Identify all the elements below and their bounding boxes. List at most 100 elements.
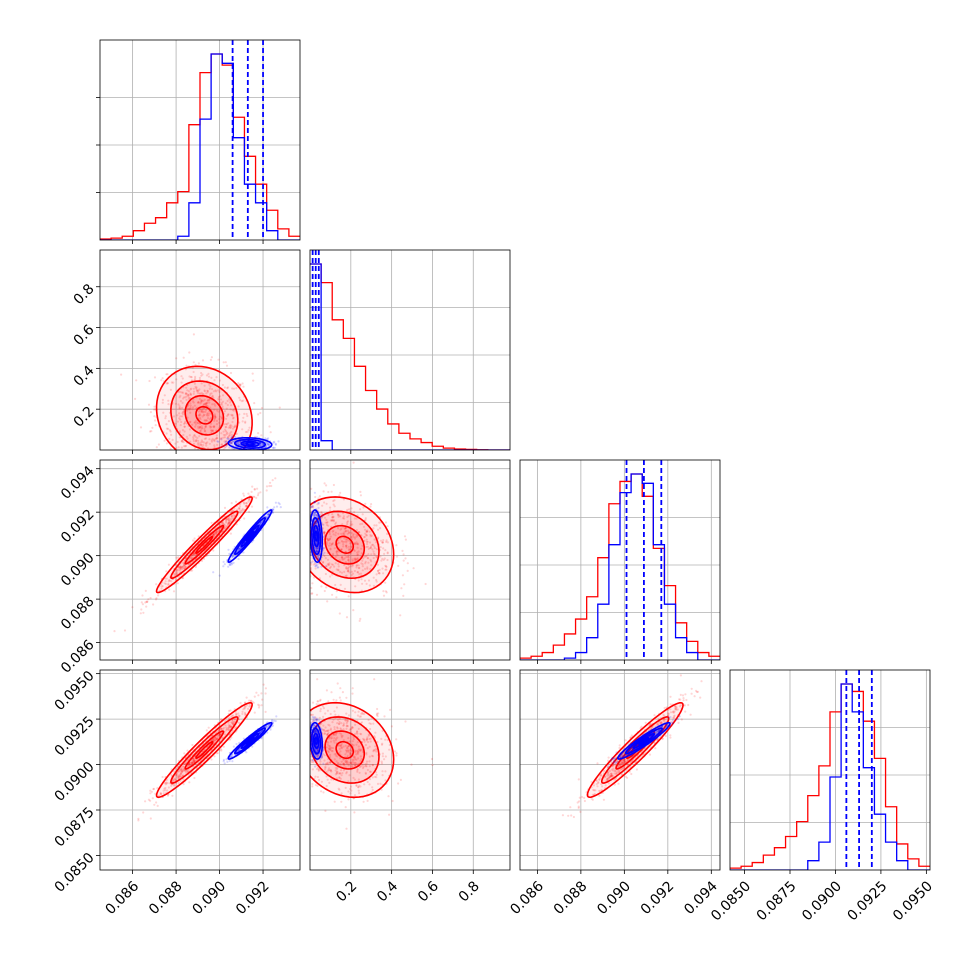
scatter-point [238, 384, 241, 387]
scatter-point [218, 728, 221, 731]
scatter-point [332, 516, 335, 519]
scatter-point [242, 494, 246, 497]
scatter-point [238, 741, 241, 745]
scatter-point [200, 559, 204, 563]
scatter-point [316, 516, 319, 519]
scatter-point [212, 533, 215, 536]
scatter-point [341, 540, 344, 544]
scatter-point [272, 446, 275, 450]
scatter-point [149, 799, 152, 802]
scatter-point [225, 520, 228, 523]
scatter-point [192, 760, 195, 763]
scatter-point [322, 553, 325, 556]
scatter-point [225, 443, 228, 446]
scatter-point [350, 507, 353, 510]
scatter-point [199, 443, 203, 446]
scatter-point [355, 564, 358, 567]
scatter-point [210, 392, 213, 395]
scatter-point [223, 434, 226, 437]
scatter-point [233, 426, 236, 429]
scatter-point [144, 601, 147, 604]
scatter-point [216, 440, 219, 443]
scatter-point [369, 535, 372, 538]
scatter-point [313, 546, 317, 549]
scatter-point [325, 762, 328, 765]
scatter-point [233, 435, 237, 438]
scatter-point [220, 443, 223, 446]
scatter-point [244, 504, 248, 507]
scatter-point [228, 446, 231, 449]
scatter-point [430, 757, 434, 761]
scatter-point [222, 560, 225, 564]
scatter-point [188, 756, 191, 759]
scatter-point [192, 392, 195, 395]
scatter-point [219, 437, 222, 440]
scatter-point [374, 745, 377, 748]
scatter-point [339, 772, 342, 775]
scatter-point [320, 790, 323, 793]
scatter-point [243, 706, 246, 710]
scatter-point [230, 725, 233, 728]
scatter-point [328, 761, 332, 764]
scatter-point [363, 555, 366, 558]
scatter-point [189, 763, 192, 767]
scatter-point [382, 547, 385, 550]
scatter-point [331, 519, 334, 522]
scatter-point [181, 440, 184, 443]
scatter-point [377, 528, 380, 531]
scatter-point [328, 768, 331, 772]
scatter-point [325, 689, 328, 692]
scatter-point [346, 762, 349, 765]
scatter-point [231, 729, 235, 732]
scatter-point [228, 728, 231, 732]
scatter-point [193, 447, 197, 450]
scatter-point [260, 692, 263, 695]
scatter-point [335, 767, 339, 771]
scatter-point [362, 800, 365, 803]
scatter-point [227, 422, 230, 425]
scatter-point [231, 760, 234, 763]
scatter-point [349, 524, 352, 527]
scatter-point [340, 774, 343, 777]
scatter-point [221, 521, 224, 524]
scatter-point [184, 761, 187, 765]
scatter-point [221, 530, 224, 533]
scatter-point [331, 513, 334, 516]
scatter-point [202, 399, 205, 402]
scatter-point [346, 747, 349, 750]
scatter-point [347, 569, 350, 572]
scatter-point [175, 774, 178, 777]
scatter-point [320, 512, 323, 515]
scatter-point [228, 726, 231, 729]
scatter-point [226, 437, 229, 440]
scatter-point [259, 522, 262, 525]
scatter-point [238, 510, 241, 513]
scatter-point [195, 387, 198, 390]
scatter-point [371, 543, 375, 547]
scatter-point [140, 608, 143, 611]
scatter-point [332, 520, 335, 523]
panel-content [310, 461, 427, 623]
scatter-point [238, 506, 241, 510]
scatter-point [213, 755, 216, 758]
scatter-point [324, 766, 327, 769]
scatter-point [359, 494, 362, 497]
scatter-point [331, 721, 334, 724]
scatter-point [334, 713, 337, 716]
scatter-point [178, 412, 181, 415]
scatter-point [253, 402, 256, 405]
scatter-point [347, 559, 350, 562]
scatter-point [259, 444, 262, 447]
scatter-point [316, 784, 319, 788]
scatter-panel-1-0 [96, 249, 301, 454]
scatter-point [360, 733, 363, 736]
scatter-point [189, 404, 192, 407]
scatter-point [200, 411, 203, 414]
scatter-point [360, 578, 363, 581]
contour-line [233, 727, 267, 755]
scatter-point [208, 418, 211, 421]
scatter-point [356, 769, 359, 772]
scatter-point [333, 499, 336, 502]
scatter-point [225, 726, 228, 729]
scatter-point [358, 748, 361, 751]
